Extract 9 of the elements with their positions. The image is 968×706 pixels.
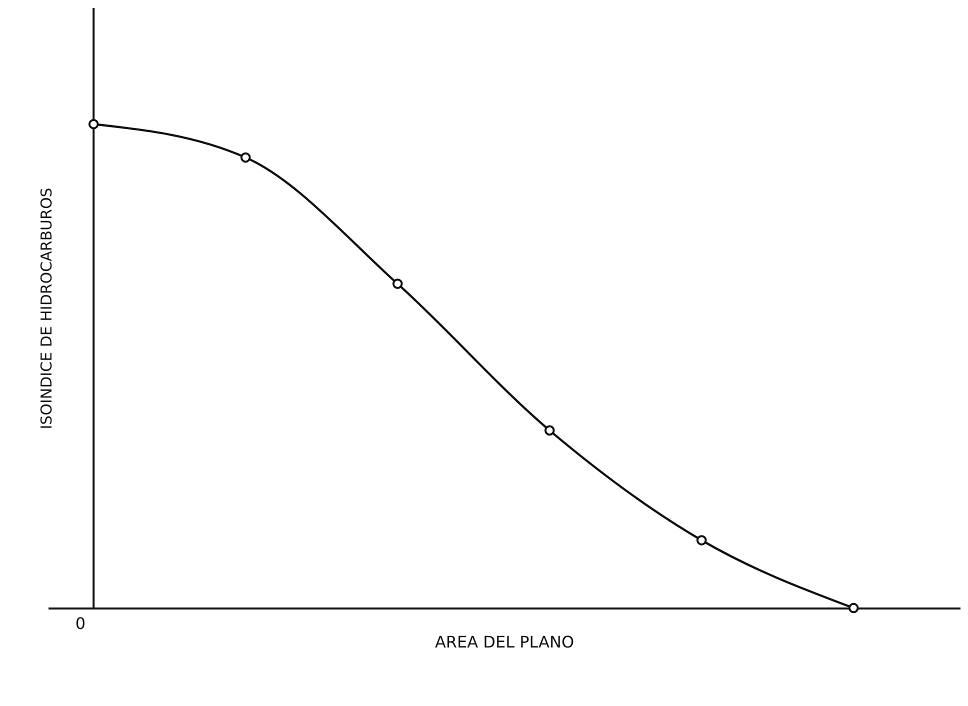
y-axis-title: ISOINDICE DE HIDROCARBUROS: [38, 188, 56, 430]
point: [240, 152, 251, 163]
point: [392, 278, 403, 289]
point: [696, 535, 707, 546]
text: 0: [75, 614, 86, 633]
point: [544, 425, 555, 436]
point: [848, 602, 859, 614]
x-axis-title: AREA DEL PLANO: [434, 632, 574, 652]
point: [88, 118, 99, 130]
